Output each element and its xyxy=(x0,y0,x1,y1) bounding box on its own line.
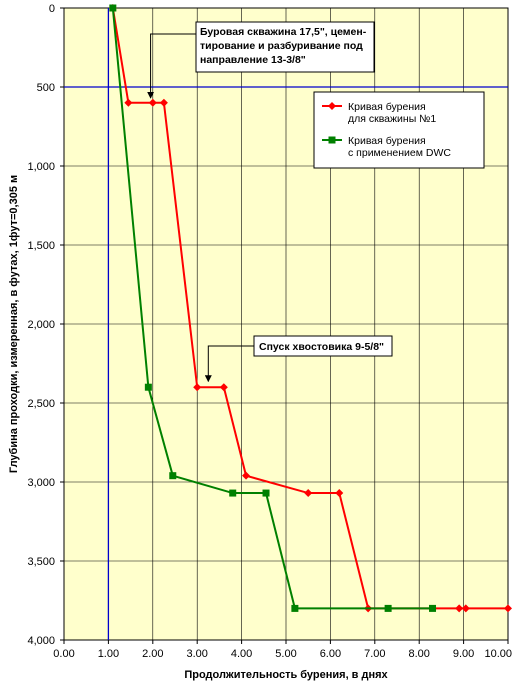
annotation-text: тирование и разбуривание под xyxy=(200,40,363,52)
data-point xyxy=(335,489,344,498)
x-axis-title: Продолжительность бурения, в днях xyxy=(184,669,388,681)
data-point xyxy=(229,489,237,497)
annotation-text: Спуск хвостовика 9-5/8" xyxy=(259,341,384,353)
y-tick-label: 1,000 xyxy=(27,161,55,173)
x-tick-label: 3.00 xyxy=(186,648,207,660)
series-dwc xyxy=(109,4,437,612)
x-tick-label: 5.00 xyxy=(275,648,296,660)
legend-label: Кривая бурения xyxy=(348,101,426,113)
y-tick-label: 500 xyxy=(37,82,55,94)
data-point xyxy=(148,98,157,107)
x-tick-label: 8.00 xyxy=(408,648,429,660)
x-tick-label: 9.00 xyxy=(453,648,474,660)
y-tick-label: 4,000 xyxy=(27,635,55,647)
series-line xyxy=(111,7,433,610)
annotation-arrow xyxy=(147,33,196,99)
data-point xyxy=(504,604,512,613)
y-tick-label: 3,500 xyxy=(27,556,55,568)
legend-label: для скважины №1 xyxy=(348,113,436,125)
x-tick-label: 10.00 xyxy=(484,648,512,660)
x-tick-label: 2.00 xyxy=(142,648,163,660)
y-tick-label: 3,000 xyxy=(27,477,55,489)
x-tick-label: 6.00 xyxy=(320,648,341,660)
y-tick-label: 2,000 xyxy=(27,319,55,331)
data-point xyxy=(384,604,392,612)
y-tick-label: 0 xyxy=(49,3,55,15)
data-point xyxy=(169,472,177,480)
y-tick-label: 2,500 xyxy=(27,398,55,410)
data-point xyxy=(193,383,202,392)
annotation-arrow xyxy=(204,345,254,383)
data-point xyxy=(144,383,152,391)
x-tick-label: 4.00 xyxy=(231,648,252,660)
data-point xyxy=(159,98,168,107)
annotation-box xyxy=(195,21,375,73)
data-point xyxy=(429,604,437,612)
data-point xyxy=(109,4,117,12)
annotation-text: Буровая скважина 17,5", цемен- xyxy=(200,26,367,38)
data-point xyxy=(291,604,299,612)
legend-box xyxy=(313,91,485,169)
y-axis-title: Глубина проходки, измеренная, в футах, 1… xyxy=(8,175,20,473)
data-point xyxy=(304,489,313,498)
legend-label: Кривая бурения xyxy=(348,135,426,147)
legend-swatch-marker xyxy=(328,102,336,110)
x-tick-label: 1.00 xyxy=(98,648,119,660)
data-point xyxy=(455,604,464,613)
y-tick-label: 1,500 xyxy=(27,240,55,252)
x-tick-label: 7.00 xyxy=(364,648,385,660)
data-point xyxy=(219,383,228,392)
legend-label: с применением DWC xyxy=(348,147,451,159)
x-tick-label: 0.00 xyxy=(53,648,74,660)
data-point xyxy=(242,471,251,480)
data-point xyxy=(461,604,470,613)
data-point xyxy=(124,98,133,107)
data-point xyxy=(262,489,270,497)
annotation-text: направление 13-3/8" xyxy=(200,54,306,66)
legend-swatch-marker xyxy=(328,136,336,144)
